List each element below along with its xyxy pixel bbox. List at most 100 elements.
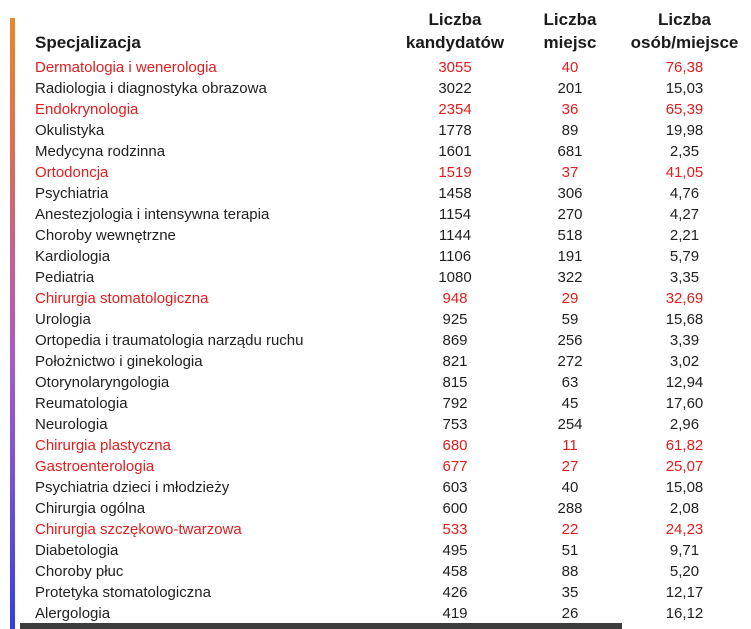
places-count-cell: 29	[561, 290, 579, 307]
places-count-cell: 288	[557, 500, 583, 517]
persons-per-place-cell: 3,35	[669, 269, 700, 286]
specialization-cell: Gastroenterologia	[35, 458, 155, 475]
places-count-cell: 40	[561, 59, 579, 76]
places-count-cell: 272	[557, 353, 583, 370]
table-row: Endokrynologia 2354 36 65,39	[35, 99, 749, 120]
persons-per-place-cell: 61,82	[665, 437, 704, 454]
table-row: Ortodoncja 1519 37 41,05	[35, 162, 749, 183]
candidates-count-cell: 753	[442, 416, 468, 433]
table-row: Diabetologia 495 51 9,71	[35, 540, 749, 561]
places-count-cell: 270	[557, 206, 583, 223]
table-row: Medycyna rodzinna 1601 681 2,35	[35, 141, 749, 162]
table-row: Położnictwo i ginekologia 821 272 3,02	[35, 351, 749, 372]
candidates-count-cell: 1601	[438, 143, 472, 160]
header-row: Specjalizacja Liczba kandydatów Liczba m…	[35, 2, 749, 57]
candidates-count-cell: 495	[442, 542, 468, 559]
places-count-cell: 22	[561, 521, 579, 538]
persons-per-place-cell: 2,35	[669, 143, 700, 160]
table-row: Okulistyka 1778 89 19,98	[35, 120, 749, 141]
specialization-cell: Psychiatria	[35, 185, 109, 202]
places-count-cell: 36	[561, 101, 579, 118]
places-count-cell: 40	[561, 479, 579, 496]
places-count-cell: 35	[561, 584, 579, 601]
persons-per-place-cell: 2,21	[669, 227, 700, 244]
specialization-cell: Protetyka stomatologiczna	[35, 584, 211, 601]
persons-per-place-cell: 9,71	[669, 542, 700, 559]
places-count-cell: 88	[561, 563, 579, 580]
persons-per-place-cell: 76,38	[665, 59, 704, 76]
places-count-cell: 63	[561, 374, 579, 391]
specialization-cell: Chirurgia stomatologiczna	[35, 290, 209, 307]
header-liczba-osob-miejsce: Liczba osób/miejsce	[620, 2, 749, 57]
table-row: Dermatologia i wenerologia 3055 40 76,38	[35, 57, 749, 78]
header-kandydatow-line1: Liczba	[428, 10, 482, 29]
places-count-cell: 26	[561, 605, 579, 622]
specialization-cell: Okulistyka	[35, 122, 105, 139]
table-row: Protetyka stomatologiczna 426 35 12,17	[35, 582, 749, 603]
specialization-cell: Urologia	[35, 311, 91, 328]
specialization-cell: Psychiatria dzieci i młodzieży	[35, 479, 230, 496]
candidates-count-cell: 1154	[438, 206, 472, 223]
table-row: Ortopedia i traumatologia narządu ruchu …	[35, 330, 749, 351]
persons-per-place-cell: 12,94	[665, 374, 704, 391]
persons-per-place-cell: 65,39	[665, 101, 704, 118]
table-row: Alergologia 419 26 16,12	[35, 603, 749, 624]
persons-per-place-cell: 5,79	[669, 248, 700, 265]
table-row: Pediatria 1080 322 3,35	[35, 267, 749, 288]
table-row: Chirurgia ogólna 600 288 2,08	[35, 498, 749, 519]
table-row: Kardiologia 1106 191 5,79	[35, 246, 749, 267]
header-specjalizacja: Specjalizacja	[35, 2, 390, 57]
specialization-cell: Neurologia	[35, 416, 108, 433]
specializations-table: Specjalizacja Liczba kandydatów Liczba m…	[35, 2, 749, 624]
persons-per-place-cell: 15,03	[665, 80, 704, 97]
places-count-cell: 518	[557, 227, 583, 244]
specialization-cell: Endokrynologia	[35, 101, 139, 118]
table-row: Chirurgia szczękowo-twarzowa 533 22 24,2…	[35, 519, 749, 540]
table-row: Choroby płuc 458 88 5,20	[35, 561, 749, 582]
persons-per-place-cell: 4,27	[669, 206, 700, 223]
specialization-cell: Diabetologia	[35, 542, 119, 559]
left-accent-gradient-bar	[10, 18, 15, 629]
persons-per-place-cell: 41,05	[665, 164, 704, 181]
places-count-cell: 201	[557, 80, 583, 97]
specialization-cell: Kardiologia	[35, 248, 111, 265]
table-row: Psychiatria 1458 306 4,76	[35, 183, 749, 204]
places-count-cell: 27	[561, 458, 579, 475]
specialization-cell: Dermatologia i wenerologia	[35, 59, 217, 76]
persons-per-place-cell: 24,23	[665, 521, 704, 538]
candidates-count-cell: 603	[442, 479, 468, 496]
header-liczba-kandydatow: Liczba kandydatów	[390, 2, 520, 57]
candidates-count-cell: 677	[442, 458, 468, 475]
table-row: Gastroenterologia 677 27 25,07	[35, 456, 749, 477]
candidates-count-cell: 1778	[438, 122, 472, 139]
table-header: Specjalizacja Liczba kandydatów Liczba m…	[35, 2, 749, 57]
candidates-count-cell: 925	[442, 311, 468, 328]
header-miejsc-line1: Liczba	[543, 10, 597, 29]
header-osob-line1: Liczba	[658, 10, 711, 29]
persons-per-place-cell: 3,39	[669, 332, 700, 349]
persons-per-place-cell: 16,12	[665, 605, 704, 622]
persons-per-place-cell: 5,20	[669, 563, 700, 580]
table-body: Dermatologia i wenerologia 3055 40 76,38…	[35, 57, 749, 624]
candidates-count-cell: 2354	[438, 101, 472, 118]
table-row: Radiologia i diagnostyka obrazowa 3022 2…	[35, 78, 749, 99]
candidates-count-cell: 458	[442, 563, 468, 580]
header-miejsc-line2: miejsc	[543, 33, 597, 52]
bottom-divider-bar	[20, 623, 622, 629]
specialization-cell: Otorynolaryngologia	[35, 374, 170, 391]
candidates-count-cell: 3022	[438, 80, 472, 97]
candidates-count-cell: 1144	[438, 227, 472, 244]
header-kandydatow-line2: kandydatów	[405, 33, 505, 52]
specialization-cell: Reumatologia	[35, 395, 128, 412]
places-count-cell: 59	[561, 311, 579, 328]
places-count-cell: 45	[561, 395, 579, 412]
persons-per-place-cell: 25,07	[665, 458, 704, 475]
places-count-cell: 191	[557, 248, 583, 265]
places-count-cell: 256	[557, 332, 583, 349]
table-row: Neurologia 753 254 2,96	[35, 414, 749, 435]
persons-per-place-cell: 15,08	[665, 479, 704, 496]
specialization-cell: Choroby wewnętrzne	[35, 227, 176, 244]
header-liczba-miejsc: Liczba miejsc	[520, 2, 620, 57]
specialization-cell: Choroby płuc	[35, 563, 124, 580]
specialization-cell: Pediatria	[35, 269, 95, 286]
